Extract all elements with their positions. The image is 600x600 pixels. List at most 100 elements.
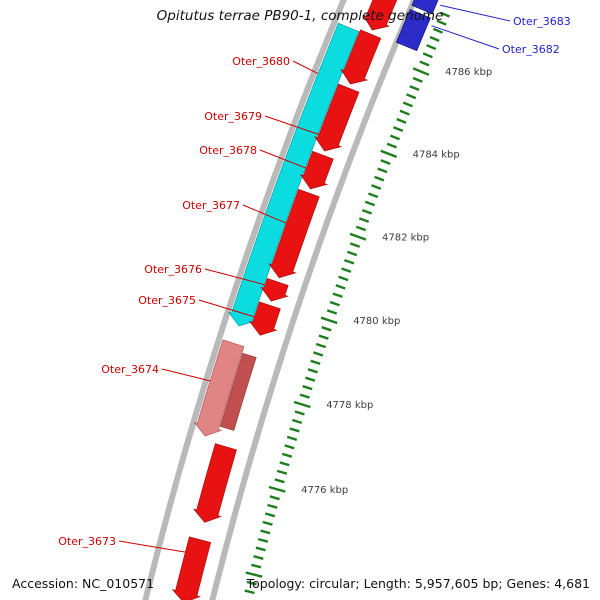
minor-tick — [291, 418, 303, 425]
page-title: Opitutus terrae PB90-1, complete genome — [156, 8, 444, 24]
minor-tick — [347, 250, 358, 257]
minor-tick — [251, 563, 262, 569]
minor-tick — [284, 444, 295, 450]
minor-tick — [321, 326, 332, 332]
minor-tick — [429, 35, 440, 43]
minor-tick — [274, 478, 285, 484]
minor-tick — [386, 142, 397, 149]
gene-Oter_3675 — [248, 301, 281, 336]
gene-Oter_3678 — [299, 150, 334, 190]
gene-red-top-2 — [340, 29, 382, 85]
minor-tick — [358, 217, 370, 223]
gene-Oter_3679 — [313, 83, 360, 152]
backbone-outer-arc — [142, 0, 347, 600]
gene-red-top-1 — [362, 0, 398, 31]
minor-tick — [267, 503, 278, 509]
label-line-Oter_3674 — [161, 368, 211, 382]
minor-tick — [315, 342, 327, 349]
minor-tick — [279, 461, 290, 467]
minor-tick — [399, 109, 410, 116]
tick-label-4782: 4782 kbp — [382, 232, 429, 243]
gene-Oter_3673 — [171, 536, 212, 600]
major-tick — [268, 485, 286, 493]
gene-label-Oter_3673: Oter_3673 — [58, 535, 116, 548]
minor-tick — [262, 520, 273, 526]
major-tick — [245, 571, 263, 578]
minor-tick — [341, 267, 352, 273]
tick-label-4776: 4776 kbp — [301, 485, 348, 496]
gene-label-Oter_3683: Oter_3683 — [513, 15, 571, 28]
minor-tick — [294, 410, 305, 416]
tick-label-4786: 4786 kbp — [445, 67, 492, 78]
label-line-Oter_3676 — [204, 268, 266, 286]
label-line-Oter_3675 — [198, 299, 255, 318]
minor-tick — [335, 284, 346, 290]
minor-tick — [389, 134, 401, 141]
minor-tick — [326, 309, 338, 315]
minor-tick — [436, 19, 447, 26]
minor-tick — [349, 242, 361, 248]
label-line-Oter_3673 — [118, 540, 186, 553]
gene-label-Oter_3674: Oter_3674 — [101, 363, 159, 376]
major-tick — [320, 316, 338, 325]
label-line-Oter_3678 — [259, 149, 307, 169]
tick-label-4778: 4778 kbp — [326, 400, 373, 411]
minor-tick — [396, 117, 407, 124]
label-line-Oter_3677 — [242, 204, 287, 224]
minor-tick — [257, 537, 269, 543]
backbone-inner-arc — [209, 0, 418, 600]
label-line-Oter_3683 — [440, 4, 511, 22]
gene-label-Oter_3675: Oter_3675 — [138, 294, 196, 307]
gene-label-Oter_3680: Oter_3680 — [232, 55, 290, 68]
tick-label-4780: 4780 kbp — [353, 316, 400, 327]
minor-tick — [329, 300, 340, 307]
minor-tick — [406, 93, 417, 100]
minor-tick — [371, 184, 382, 190]
tick-label-4784: 4784 kbp — [413, 149, 460, 160]
minor-tick — [286, 435, 298, 441]
gene-Oter_3674 — [193, 339, 245, 437]
minor-tick — [264, 512, 276, 518]
label-line-Oter_3682 — [431, 25, 500, 50]
minor-tick — [344, 258, 355, 265]
minor-tick — [364, 200, 376, 207]
minor-tick — [361, 208, 373, 215]
minor-tick — [318, 334, 329, 340]
minor-tick — [402, 101, 413, 108]
minor-tick — [310, 359, 321, 366]
gene-Oter_3676 — [260, 277, 289, 302]
minor-tick — [246, 580, 257, 586]
minor-tick — [412, 76, 423, 83]
gene-label-Oter_3682: Oter_3682 — [502, 43, 560, 56]
minor-tick — [302, 385, 313, 391]
minor-tick — [380, 159, 391, 166]
minor-tick — [338, 275, 349, 282]
major-tick — [412, 67, 430, 76]
minor-tick — [367, 192, 379, 199]
minor-tick — [305, 376, 316, 382]
gene-label-Oter_3676: Oter_3676 — [144, 263, 202, 276]
gene-Oter_3677 — [268, 188, 320, 279]
label-line-Oter_3680 — [292, 60, 319, 75]
minor-tick — [393, 126, 404, 133]
minor-tick — [253, 555, 264, 560]
minor-tick — [409, 85, 420, 92]
accession-text: Accession: NC_010571 — [12, 576, 155, 591]
minor-tick — [332, 292, 343, 298]
major-tick — [380, 149, 398, 159]
minor-tick — [307, 368, 318, 374]
major-tick — [293, 400, 311, 409]
gene-Oter_3683 — [411, 0, 439, 15]
minor-tick — [260, 529, 271, 535]
gene-Oter_3682 — [395, 8, 431, 52]
minor-tick — [269, 495, 280, 501]
minor-tick — [299, 393, 310, 399]
gene-label-Oter_3677: Oter_3677 — [182, 199, 240, 212]
minor-tick — [281, 452, 293, 458]
genome-stats-text: Topology: circular; Length: 5,957,605 bp… — [246, 576, 590, 591]
gene-label-Oter_3679: Oter_3679 — [204, 110, 262, 123]
minor-tick — [244, 589, 255, 595]
minor-tick — [419, 60, 430, 67]
